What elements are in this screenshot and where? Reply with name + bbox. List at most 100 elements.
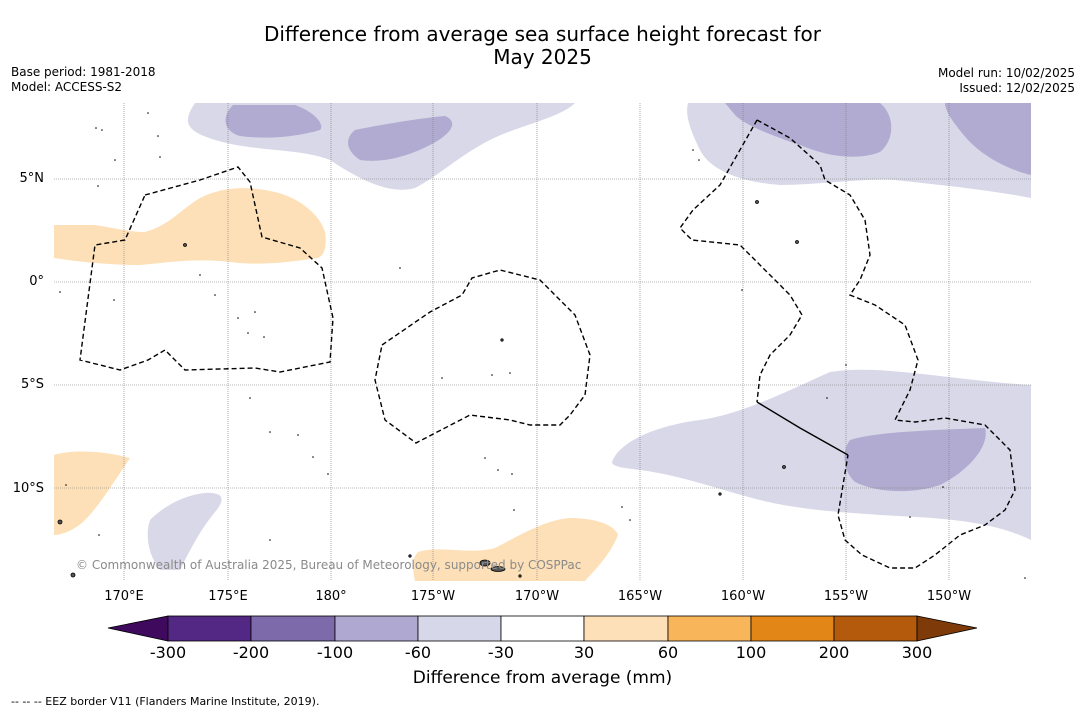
atoll-dot <box>621 506 623 508</box>
islands <box>57 200 799 578</box>
atoll-dot <box>511 473 513 475</box>
lon-label-175w: 175°W <box>410 589 456 604</box>
lon-label-180: 180° <box>315 589 347 604</box>
colorbar-bin-100-200 <box>750 615 835 642</box>
colorbar-extend-max <box>916 615 978 642</box>
atoll-dot <box>698 159 700 161</box>
colorbar-tick-label: -300 <box>149 643 187 662</box>
atoll-dot <box>199 274 201 276</box>
eez-border-solid-segment <box>756 401 849 456</box>
atoll-dot <box>327 473 329 475</box>
island-phoenix-1 <box>500 338 504 342</box>
atoll-dot <box>909 516 911 518</box>
atoll-dot <box>513 509 515 511</box>
chart-title-line1: Difference from average sea surface heig… <box>263 22 822 46</box>
eez-border-kiribati-phoenix <box>374 269 591 444</box>
atoll-dot <box>101 129 103 131</box>
colorbar-bin-neg300-neg200 <box>167 615 252 642</box>
chart-title-line2: May 2025 <box>493 45 592 69</box>
meta-left: Base period: 1981-2018 Model: ACCESS-S2 <box>11 65 156 95</box>
eez-border-line-west <box>679 119 803 403</box>
atoll-dot <box>65 484 67 486</box>
atoll-dot <box>845 364 847 366</box>
eez-borders <box>79 119 1016 569</box>
colorbar-bin-neg30-30 <box>500 615 585 642</box>
atoll-dot <box>312 456 314 458</box>
atoll-dot <box>497 469 499 471</box>
meta-right: Model run: 10/02/2025 Issued: 12/02/2025 <box>938 66 1075 96</box>
lat-label-10s: 10°S <box>12 481 44 496</box>
atoll-dot <box>214 294 216 296</box>
anomaly-region-neg-south-east <box>612 369 1031 540</box>
anomaly-region-neg-strong-4 <box>945 103 1031 175</box>
atoll-dot <box>114 159 116 161</box>
atoll-dot <box>147 112 149 114</box>
graticule <box>54 103 1031 581</box>
anomaly-region-neg-strong-5 <box>844 428 986 492</box>
colorbar-bin-neg100-neg60 <box>334 615 419 642</box>
atoll-dot <box>97 185 99 187</box>
atoll-dot <box>509 372 511 374</box>
atoll-dot <box>95 127 97 129</box>
lon-label-150w: 150°W <box>926 589 972 604</box>
colorbar-bin-neg200-neg100 <box>250 615 336 642</box>
anomaly-region-neg-strong-2 <box>348 116 453 161</box>
anomaly-region-neg-strong-3 <box>725 103 892 157</box>
footnote-eez: -- -- -- EEZ border V11 (Flanders Marine… <box>11 695 320 708</box>
colorbar-tick-label: 30 <box>573 643 595 662</box>
lat-label-5n: 5°N <box>19 171 45 186</box>
atoll-dot <box>263 336 265 338</box>
colorbar-tick-label: -100 <box>316 643 354 662</box>
anomaly-region-pos-west-equator <box>54 188 326 265</box>
colorbar-bin-neg60-neg30 <box>417 615 502 642</box>
atoll-dot <box>98 534 100 536</box>
atoll-dot <box>692 149 694 151</box>
colorbar-title: Difference from average (mm) <box>412 668 673 688</box>
island-tarawa <box>183 243 187 247</box>
atoll-dot <box>484 457 486 459</box>
atoll-dot <box>237 317 239 319</box>
atoll-dot <box>59 291 61 293</box>
atoll-dot <box>269 431 271 433</box>
lon-label-165w: 165°W <box>617 589 663 604</box>
atoll-dot <box>297 434 299 436</box>
island-samoa-1 <box>479 559 491 567</box>
base-period: Base period: 1981-2018 <box>11 65 156 79</box>
lat-label-0: 0° <box>29 274 44 289</box>
atoll-dot <box>399 267 401 269</box>
eez-border-kiribati-gilbert <box>79 166 334 373</box>
island-wallis <box>408 554 412 558</box>
island-samoa-2 <box>490 566 506 572</box>
colorbar-bin-200-300 <box>833 615 918 642</box>
colorbar-tick-label: 300 <box>901 643 933 662</box>
colorbar <box>107 615 978 642</box>
island-sw-1 <box>57 519 63 525</box>
colorbar-tick-label: -200 <box>232 643 270 662</box>
colorbar-bin-60-100 <box>667 615 752 642</box>
island-line-1 <box>795 240 799 244</box>
lon-label-170e: 170°E <box>104 589 144 604</box>
atoll-dot <box>157 135 159 137</box>
lon-label-155w: 155°W <box>823 589 869 604</box>
atoll-dot <box>491 374 493 376</box>
island-cook-1 <box>718 492 722 496</box>
colorbar-tick-label: -60 <box>404 643 432 662</box>
copyright-notice: © Commonwealth of Australia 2025, Bureau… <box>76 558 582 572</box>
colorbar-tick-label: -30 <box>487 643 515 662</box>
map-area <box>54 103 1031 581</box>
atoll-dot <box>629 519 631 521</box>
issued-date: Issued: 12/02/2025 <box>959 81 1075 95</box>
atoll-dot <box>113 299 115 301</box>
model-run: Model run: 10/02/2025 <box>937 66 1075 80</box>
anomaly-region-neg-southwest <box>147 492 222 570</box>
atoll-dot <box>741 289 743 291</box>
island-sw-2 <box>70 572 76 578</box>
anomaly-region-neg-strong-1 <box>225 105 322 138</box>
atoll-dot <box>269 539 271 541</box>
lat-label-5s: 5°S <box>20 377 44 392</box>
island-kiritimati <box>755 200 759 204</box>
island-line-2 <box>782 465 786 469</box>
atoll-dot <box>159 156 161 158</box>
atoll-dot <box>1024 577 1026 579</box>
